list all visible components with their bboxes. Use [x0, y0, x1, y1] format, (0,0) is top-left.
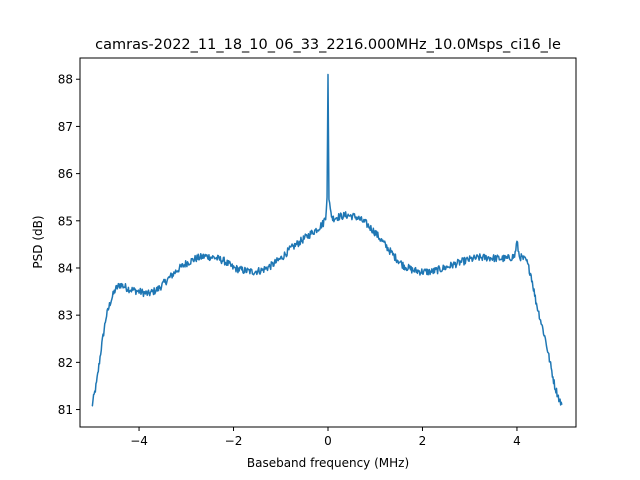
- y-tick-label: 88: [58, 73, 73, 87]
- y-tick-label: 87: [58, 120, 73, 134]
- plot-area: [91, 73, 563, 407]
- x-axis-label: Baseband frequency (MHz): [247, 456, 409, 470]
- x-tick-label: −2: [225, 434, 243, 448]
- chart-title: camras-2022_11_18_10_06_33_2216.000MHz_1…: [95, 37, 561, 53]
- x-tick-label: 2: [419, 434, 427, 448]
- psd-series-line: [91, 73, 563, 407]
- y-axis-label: PSD (dB): [31, 215, 45, 268]
- x-tick-label: −4: [130, 434, 148, 448]
- y-tick-label: 86: [58, 167, 73, 181]
- x-axis: −4 −2 0 2 4: [130, 427, 521, 448]
- y-tick-label: 81: [58, 403, 73, 417]
- y-tick-label: 85: [58, 214, 73, 228]
- y-tick-label: 84: [58, 261, 73, 275]
- x-tick-label: 0: [324, 434, 332, 448]
- x-tick-label: 4: [513, 434, 521, 448]
- y-axis: 81 82 83 84 85 86 87 88: [58, 73, 80, 417]
- y-tick-label: 83: [58, 309, 73, 323]
- y-tick-label: 82: [58, 356, 73, 370]
